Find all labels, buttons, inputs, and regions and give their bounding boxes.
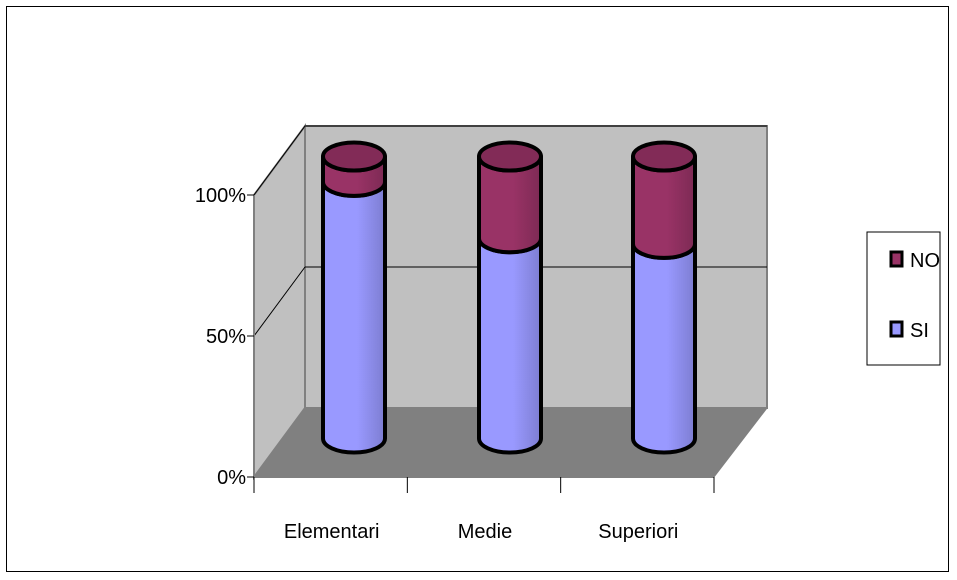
bar-segment-no	[321, 140, 387, 198]
bar-segment-si	[631, 241, 697, 455]
bar-segment-no	[631, 140, 697, 260]
value-tick-label: 0%	[217, 467, 246, 489]
bar-top	[321, 140, 387, 173]
category-axis: Elementari Medie Superiori	[253, 476, 715, 543]
legend: NO SI	[866, 231, 941, 366]
bar-segment-si	[477, 236, 543, 455]
bar-top	[631, 140, 697, 173]
legend-label-si: SI	[910, 320, 929, 342]
legend-swatch-no	[889, 250, 904, 268]
bar-segment-no	[477, 140, 543, 255]
bar-segment-si	[321, 179, 387, 455]
gridline-side	[253, 125, 306, 196]
value-tick-label: 100%	[195, 185, 246, 207]
bar-top	[477, 140, 543, 173]
bars	[321, 140, 697, 455]
value-tick-label: 50%	[206, 326, 246, 348]
bar-body	[631, 241, 697, 455]
category-label: Elementari	[284, 521, 380, 543]
gridline-side	[253, 266, 306, 337]
category-label: Medie	[458, 521, 512, 543]
value-axis: 0% 50% 100%	[195, 185, 255, 489]
category-label: Superiori	[598, 521, 678, 543]
legend-label-no: NO	[910, 250, 940, 272]
bar-body	[477, 236, 543, 455]
bar-body	[321, 179, 387, 455]
legend-swatch-si	[889, 320, 904, 338]
